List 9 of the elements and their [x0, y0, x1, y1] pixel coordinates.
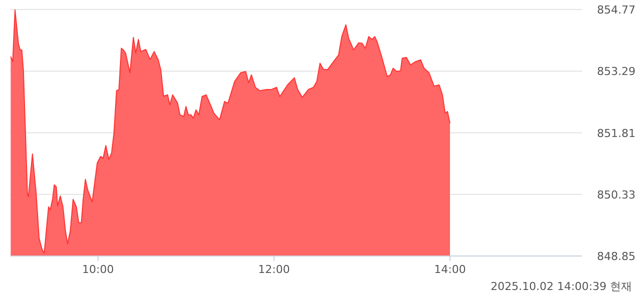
x-tick-label: 14:00 — [434, 263, 466, 276]
y-tick-label: 854.77 — [597, 4, 636, 16]
y-tick-label: 848.85 — [597, 250, 636, 263]
text: 2025.10.02 14:00:39 현재 — [490, 280, 632, 293]
x-tick-label: 12:00 — [258, 263, 290, 276]
x-tick-label: 10:00 — [82, 263, 114, 276]
y-tick-label: 853.29 — [597, 65, 636, 78]
y-tick-label: 850.33 — [597, 188, 636, 202]
y-tick-label: 851.81 — [597, 126, 636, 140]
